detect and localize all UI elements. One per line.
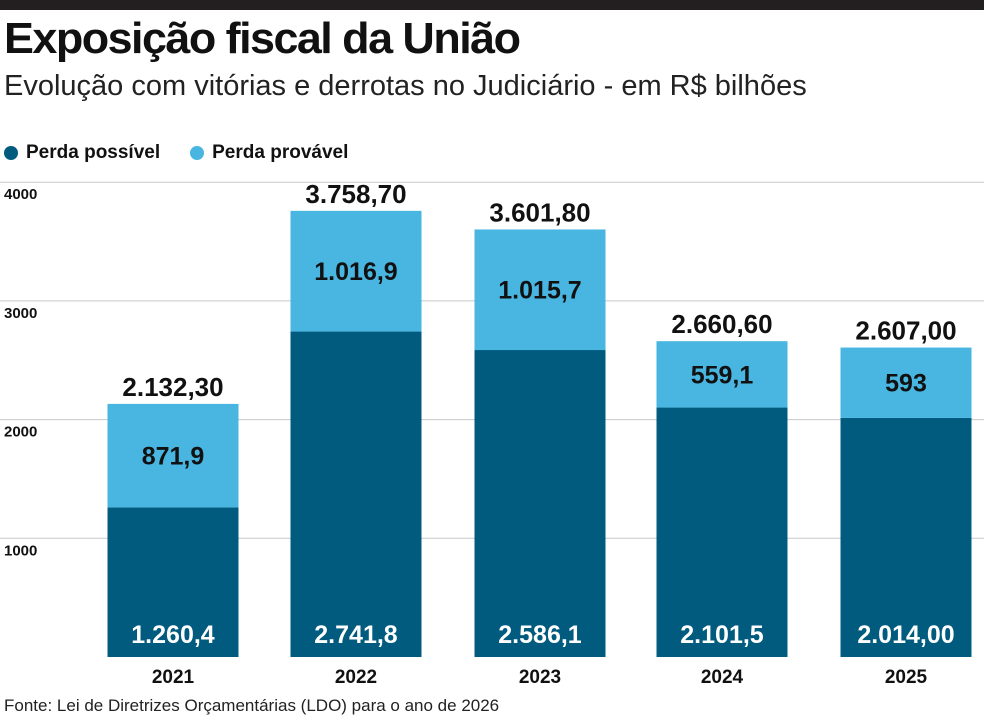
y-tick-label: 3000 [4, 305, 37, 322]
data-label-perda-provavel: 1.016,9 [314, 258, 397, 286]
source-note: Fonte: Lei de Diretrizes Orçamentárias (… [4, 696, 500, 715]
data-label-perda-possivel: 2.014,00 [857, 621, 954, 649]
data-label-perda-possivel: 2.741,8 [314, 621, 398, 649]
x-tick-label: 2021 [152, 667, 195, 688]
bar-perda-possivel [474, 350, 606, 657]
bar-perda-possivel [290, 331, 422, 657]
bar-perda-possivel [840, 417, 972, 657]
data-label-perda-possivel: 2.586,1 [498, 621, 582, 649]
data-label-perda-provavel: 593 [885, 370, 927, 398]
data-label-perda-provavel: 1.015,7 [498, 277, 581, 305]
data-label-total: 2.607,00 [855, 316, 956, 346]
x-tick-label: 2025 [885, 667, 928, 688]
legend-label-perda-possivel: Perda possível [26, 142, 161, 163]
y-tick-label: 1000 [4, 542, 37, 559]
top-bar [0, 0, 984, 10]
legend-label-perda-provavel: Perda provável [212, 142, 349, 163]
bar-perda-provavel [656, 341, 788, 408]
legend: Perda possível Perda provável [4, 140, 378, 166]
bar-perda-provavel [290, 210, 422, 332]
data-label-perda-possivel: 1.260,4 [131, 621, 215, 649]
data-label-perda-provavel: 559,1 [691, 361, 754, 389]
data-label-total: 3.601,80 [489, 197, 590, 227]
data-label-total: 2.132,30 [122, 372, 223, 402]
bar-perda-provavel [840, 347, 972, 418]
data-label-perda-provavel: 871,9 [142, 443, 205, 471]
x-tick-label: 2022 [335, 667, 377, 688]
y-tick-label: 4000 [4, 186, 37, 203]
bar-perda-possivel [107, 507, 239, 657]
data-label-perda-possivel: 2.101,5 [680, 621, 764, 649]
data-label-total: 2.660,60 [671, 309, 772, 339]
chart-title: Exposição fiscal da União [4, 14, 521, 63]
legend-swatch-perda-possivel [4, 146, 18, 160]
x-tick-label: 2023 [519, 667, 561, 688]
chart-subtitle: Evolução com vitórias e derrotas no Judi… [4, 70, 807, 102]
data-label-total: 3.758,70 [305, 179, 406, 209]
x-tick-label: 2024 [701, 667, 744, 688]
legend-swatch-perda-provavel [190, 146, 205, 160]
legend-item-perda-possivel: Perda possível [4, 142, 160, 164]
y-tick-label: 2000 [4, 424, 37, 441]
legend-item-perda-provavel: Perda provável [190, 142, 348, 164]
bar-perda-provavel [107, 403, 239, 508]
bar-perda-provavel [474, 229, 606, 351]
bar-perda-possivel [656, 407, 788, 657]
